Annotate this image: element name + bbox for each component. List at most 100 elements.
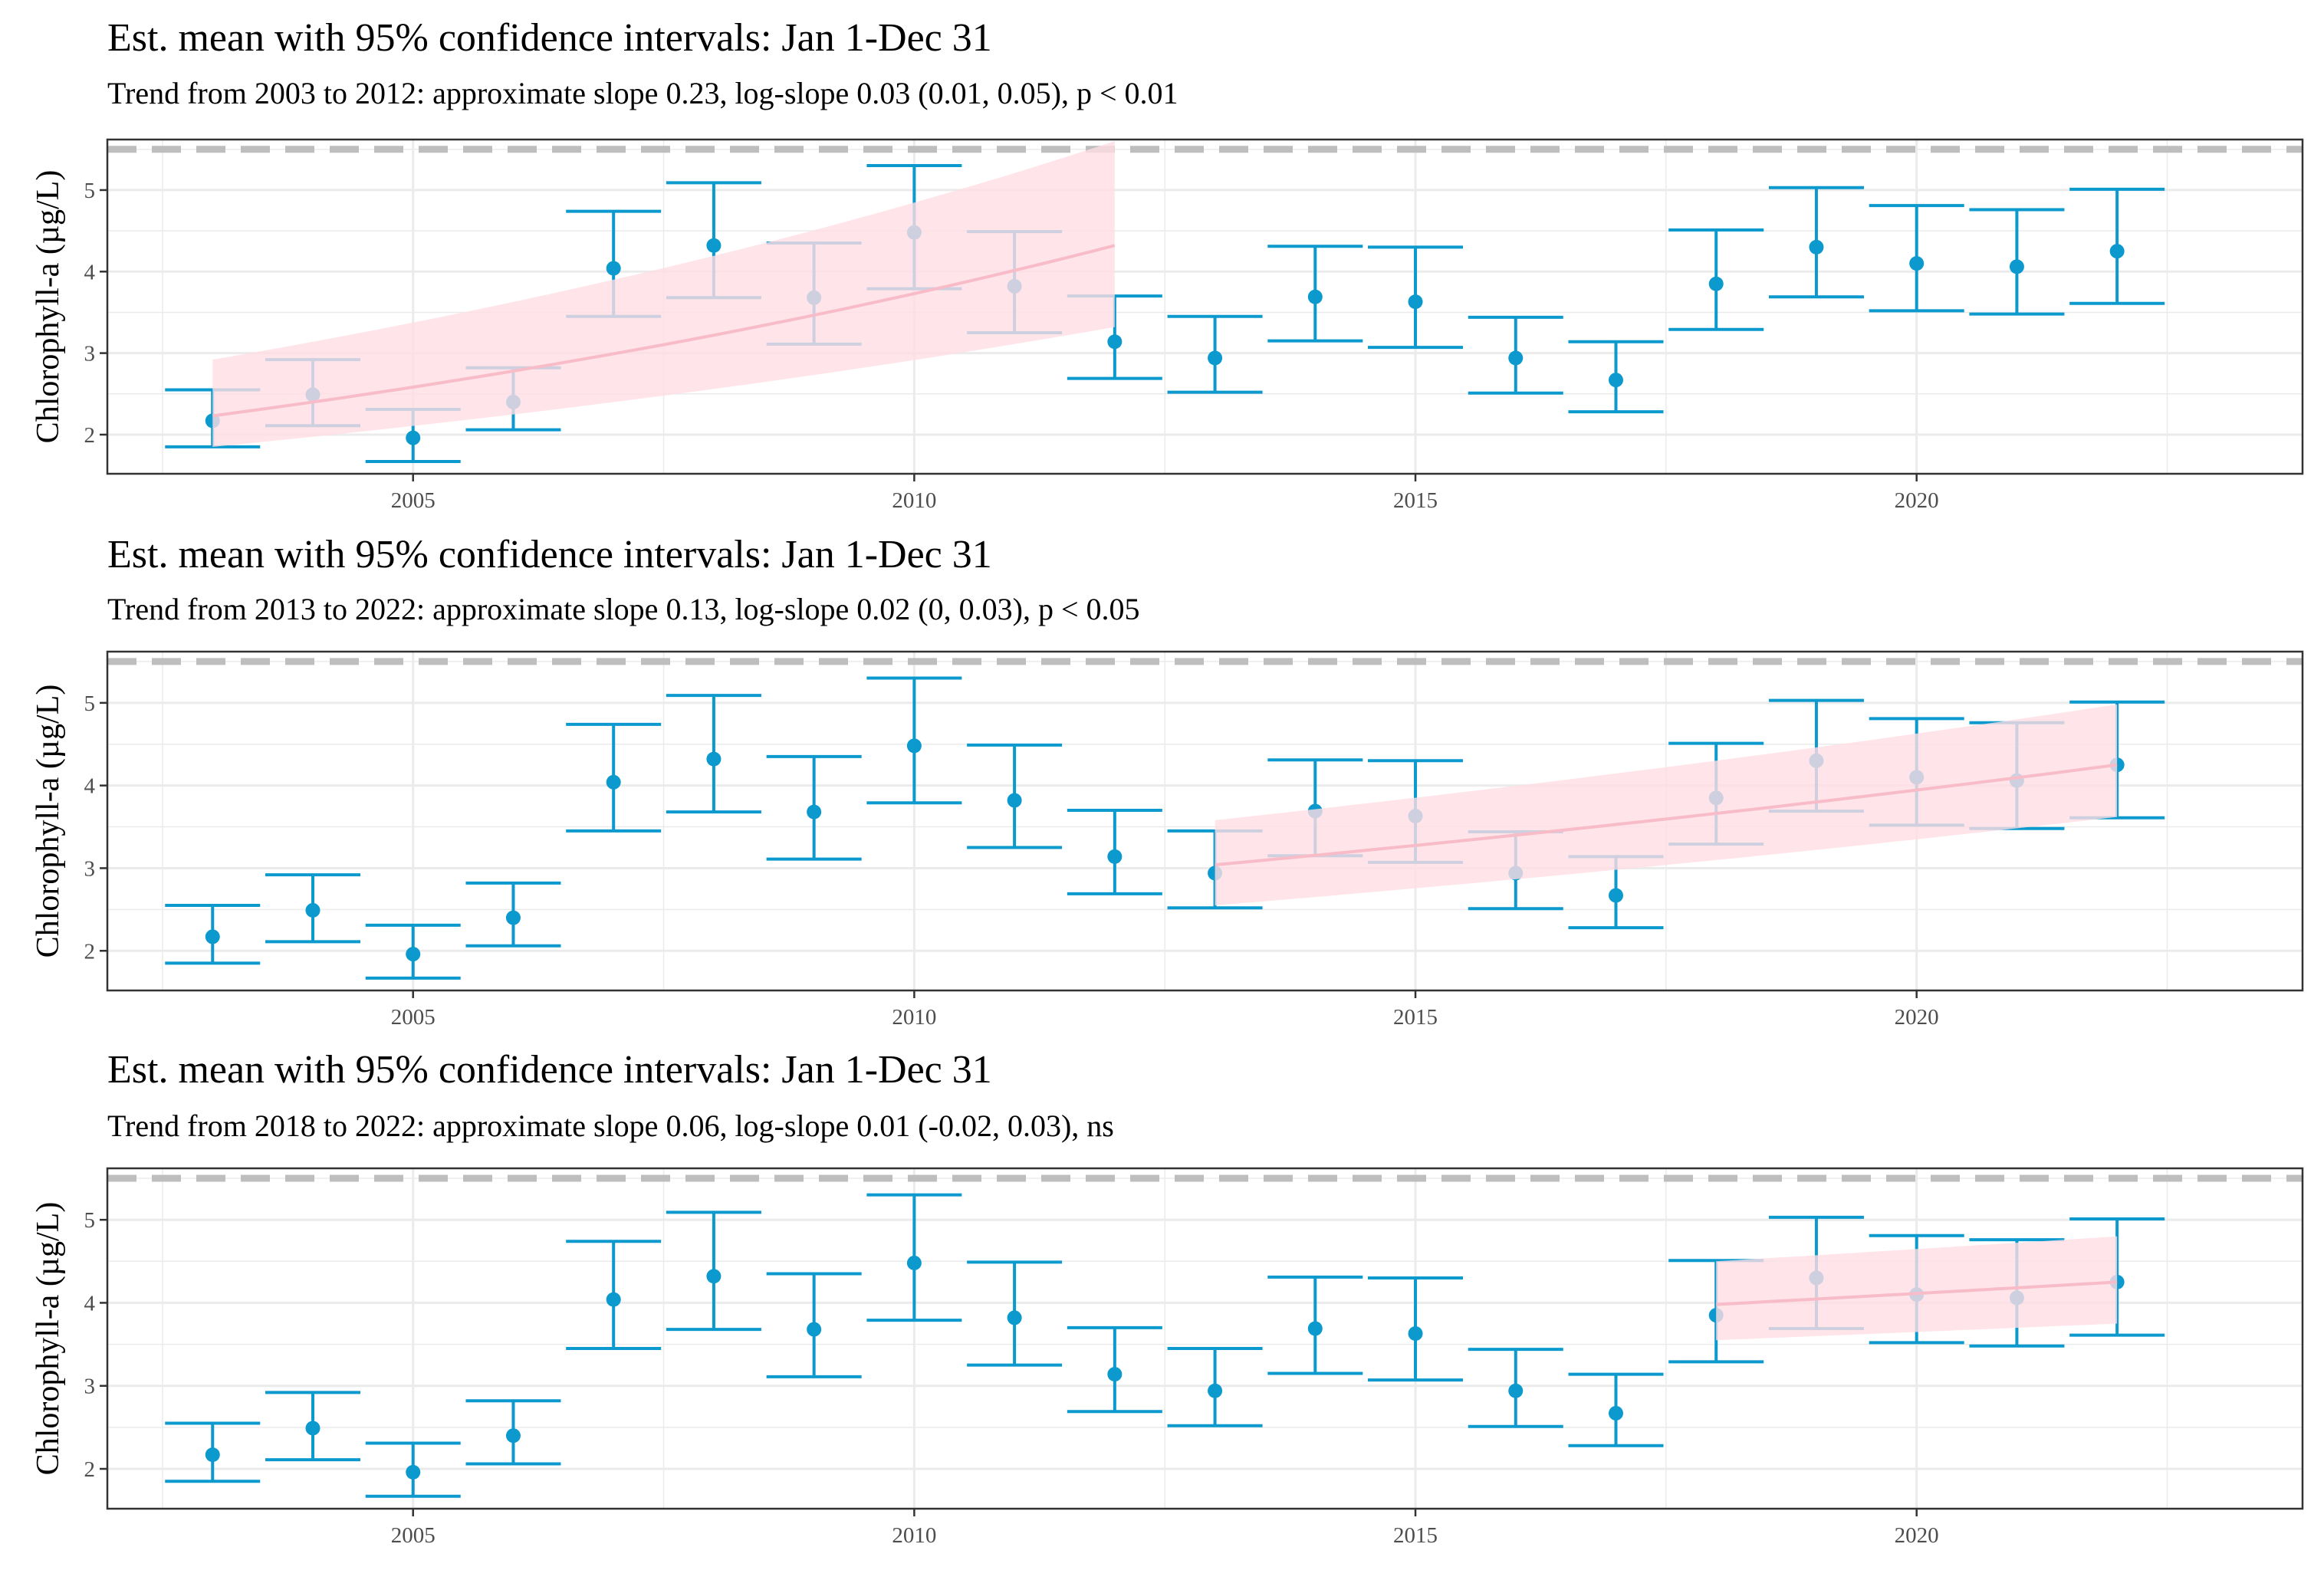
trend-line [1215, 763, 2118, 867]
error-bar-2006 [465, 881, 561, 948]
mean-point [1208, 350, 1223, 366]
error-bar-2016 [1468, 1348, 1563, 1428]
mean-point [807, 804, 822, 820]
mean-point [1208, 1383, 1223, 1398]
error-bar-2008 [666, 694, 761, 814]
error-bar-2007 [566, 722, 662, 833]
error-bar-2017 [1568, 1372, 1664, 1447]
mean-point [906, 738, 922, 754]
error-bar-2021 [1969, 208, 2065, 316]
x-tick-label: 2010 [892, 1005, 936, 1030]
mean-point [305, 1421, 320, 1436]
mean-point [1408, 1326, 1423, 1342]
error-bar-2018 [1668, 228, 1764, 331]
error-bar-2016 [1468, 315, 1563, 395]
mean-point [505, 1428, 521, 1444]
mean-point [606, 774, 621, 790]
error-bar-2010 [866, 1193, 962, 1322]
panel-border [106, 650, 2304, 992]
x-tick-label: 2020 [1895, 488, 1939, 513]
y-tick-label: 4 [84, 260, 96, 284]
error-bar-2019 [1768, 186, 1864, 299]
error-bar-2012 [1067, 808, 1162, 895]
panel-title: Est. mean with 95% confidence intervals:… [107, 533, 992, 576]
error-bar-2008 [666, 1210, 761, 1332]
mean-point [706, 751, 722, 767]
mean-point [406, 947, 421, 962]
y-tick-label: 2 [84, 423, 96, 448]
axes: 2 3 4 5 2005 2010 2015 2020 [84, 1208, 1939, 1548]
panel-3: Est. mean with 95% confidence intervals:… [31, 1048, 2304, 1548]
x-tick-label: 2015 [1393, 488, 1438, 513]
mean-point [305, 902, 320, 918]
x-tick-label: 2020 [1895, 1005, 1939, 1030]
axes: 2 3 4 5 2005 2010 2015 2020 [84, 179, 1939, 513]
axes: 2 3 4 5 2005 2010 2015 2020 [84, 691, 1939, 1030]
y-tick-label: 3 [84, 342, 96, 366]
mean-point [706, 238, 722, 253]
panel-title: Est. mean with 95% confidence intervals:… [107, 16, 992, 60]
mean-point [1809, 239, 1824, 255]
error-bar-2015 [1368, 1276, 1464, 1382]
mean-point [2109, 244, 2125, 259]
error-bar-2007 [566, 1240, 662, 1350]
error-bar-2012 [1067, 1325, 1162, 1414]
y-tick-label: 4 [84, 1291, 96, 1316]
x-tick-label: 2010 [892, 488, 936, 513]
x-tick-label: 2020 [1895, 1523, 1939, 1548]
mean-point [1307, 289, 1323, 304]
error-bar-2014 [1267, 245, 1363, 343]
panel-2: Est. mean with 95% confidence intervals:… [31, 533, 2304, 1030]
mean-point [1608, 888, 1623, 903]
error-bar-2006 [465, 1399, 561, 1466]
mean-point [205, 1447, 220, 1463]
error-bar-2005 [365, 923, 461, 980]
mean-point [205, 929, 220, 944]
error-bar-2014 [1267, 1275, 1363, 1375]
mean-point [706, 1269, 722, 1284]
mean-point [1508, 350, 1524, 366]
mean-point [1608, 373, 1623, 388]
trend-line [1716, 1280, 2118, 1306]
mean-point [2009, 259, 2024, 274]
y-tick-label: 2 [84, 939, 96, 964]
x-tick-label: 2005 [391, 1005, 436, 1030]
mean-point [906, 1255, 922, 1270]
error-bar-2009 [766, 754, 862, 861]
x-tick-label: 2010 [892, 1523, 936, 1548]
error-bar-2013 [1167, 1346, 1263, 1427]
panel-border [106, 138, 2304, 475]
trend-confidence-band [1215, 705, 2118, 905]
panel-border [106, 1167, 2304, 1510]
error-bar-2003 [165, 903, 261, 965]
mean-point [1608, 1405, 1623, 1421]
mean-point [606, 1292, 621, 1307]
panel-1: Est. mean with 95% confidence intervals:… [31, 16, 2304, 513]
panel-title: Est. mean with 95% confidence intervals:… [107, 1048, 992, 1092]
mean-point [1708, 276, 1724, 291]
panel-subtitle: Trend from 2013 to 2022: approximate slo… [107, 592, 1140, 626]
mean-point [807, 1322, 822, 1337]
error-bar-2003 [165, 1421, 261, 1483]
panel-subtitle: Trend from 2003 to 2012: approximate slo… [107, 76, 1178, 110]
mean-point [505, 910, 521, 925]
y-tick-label: 2 [84, 1457, 96, 1482]
mean-point [406, 1464, 421, 1480]
y-tick-label: 5 [84, 179, 96, 203]
trend-confidence-band [1716, 1236, 2118, 1341]
mean-point [406, 430, 421, 445]
mean-point [1508, 1383, 1524, 1398]
error-bar-2004 [265, 1391, 360, 1462]
mean-point [1307, 1321, 1323, 1336]
mean-point [1408, 294, 1423, 310]
trend-confidence-band [212, 141, 1115, 447]
error-bar-2005 [365, 1441, 461, 1498]
y-axis-label: Chlorophyll-a (µg/L) [31, 685, 66, 958]
error-bar-2011 [967, 1260, 1063, 1367]
mean-point [606, 261, 621, 276]
panel-subtitle: Trend from 2018 to 2022: approximate slo… [107, 1109, 1114, 1143]
y-tick-label: 3 [84, 1375, 96, 1399]
x-tick-label: 2015 [1393, 1523, 1438, 1548]
